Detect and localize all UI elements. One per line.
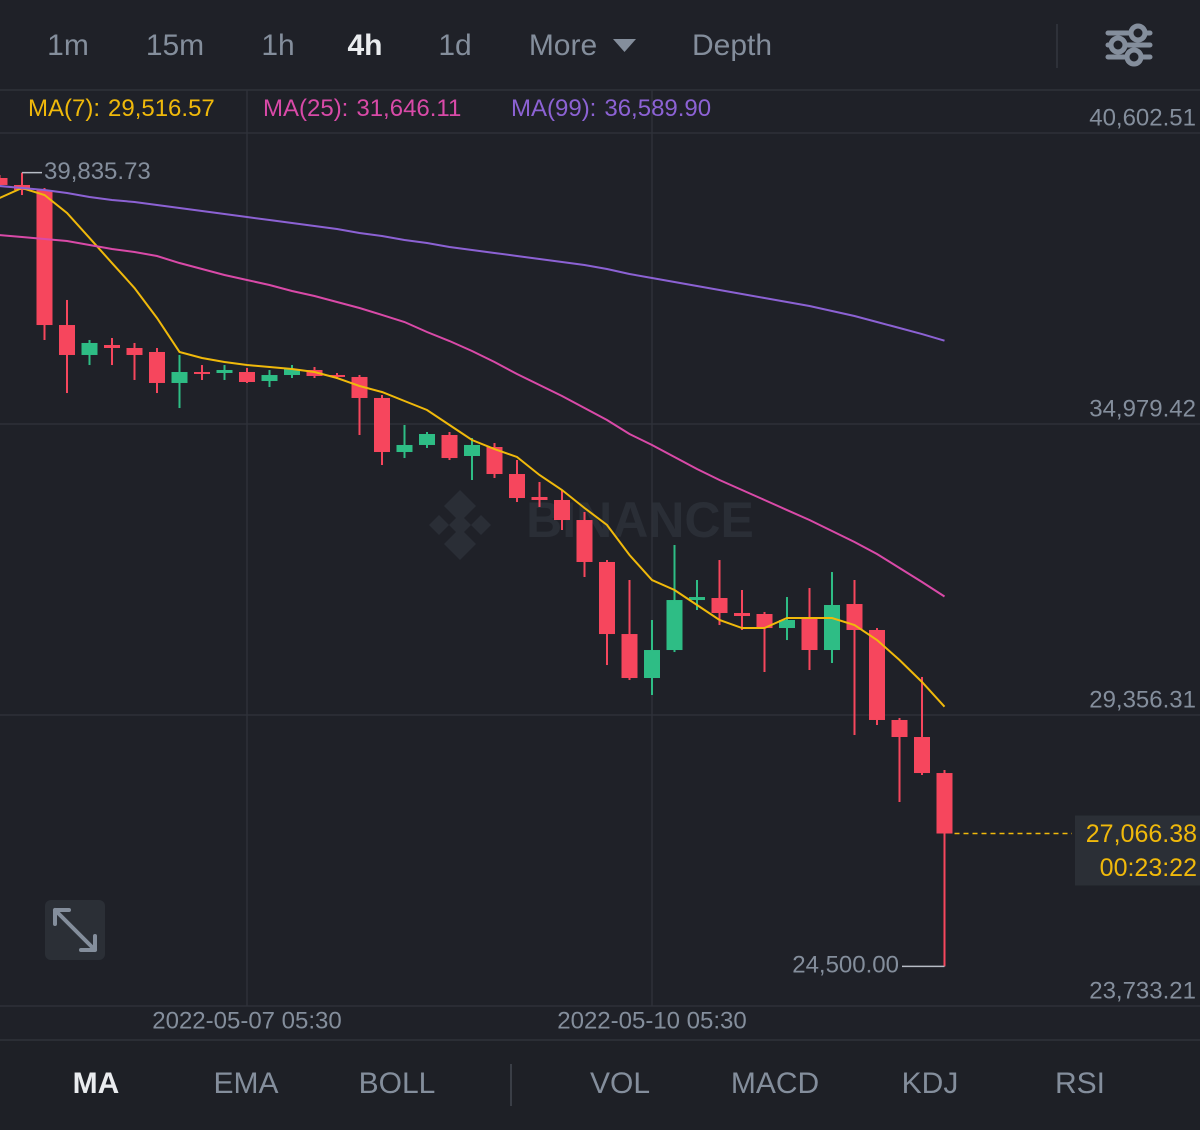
candle-body <box>59 325 75 355</box>
candle-body <box>486 446 503 475</box>
candle-body <box>599 561 615 635</box>
x-tick-label: 2022-05-10 05:30 <box>557 1007 747 1034</box>
candle-body <box>36 190 53 326</box>
indicator-tab[interactable]: VOL <box>590 1067 650 1100</box>
candle-body <box>869 629 885 720</box>
candle-body <box>171 372 188 383</box>
high-label: 39,835.73 <box>44 158 151 185</box>
candle-body <box>419 434 435 445</box>
candle-body <box>351 376 368 398</box>
candle-body <box>531 496 548 500</box>
legend-entry: MA(25): 31,646.11 <box>263 95 461 122</box>
legend-entry: MA(99): 36,589.90 <box>511 95 711 122</box>
last-price-box <box>1075 815 1200 886</box>
plot-area <box>0 172 953 967</box>
candle-body <box>149 351 165 383</box>
indicator-tab[interactable]: BOLL <box>359 1067 436 1100</box>
ma-line <box>0 234 946 598</box>
candle-body <box>711 598 728 614</box>
candle-body <box>734 613 750 617</box>
indicator-bar <box>0 1040 1200 1130</box>
legend-value: 36,589.90 <box>604 95 711 122</box>
candle-body <box>666 600 683 651</box>
candle-body <box>239 372 255 382</box>
candle-body <box>689 597 705 601</box>
candle-body <box>104 344 120 348</box>
candle-body <box>576 520 593 562</box>
y-tick-label: 23,733.21 <box>1089 977 1196 1004</box>
candle-body <box>891 719 908 738</box>
legend-value: 31,646.11 <box>356 95 461 122</box>
candle-body <box>801 617 818 651</box>
indicator-tab[interactable]: RSI <box>1055 1067 1105 1100</box>
legend-entry: MA(7): 29,516.57 <box>28 95 215 122</box>
candle-body <box>396 444 413 453</box>
interval-tab[interactable]: 1m <box>47 29 89 62</box>
y-tick-label: 29,356.31 <box>1089 686 1196 713</box>
candle-body <box>509 474 525 499</box>
watermark-logo <box>429 490 491 560</box>
interval-tab[interactable]: 4h <box>347 29 382 62</box>
candle-body <box>284 369 300 376</box>
indicator-tab[interactable]: KDJ <box>902 1067 959 1100</box>
candle-body <box>554 499 570 521</box>
candle-body <box>779 620 795 629</box>
candle-body <box>81 342 98 355</box>
candle-body <box>329 375 345 377</box>
candle-body <box>0 177 8 185</box>
interval-tab[interactable]: More <box>529 29 597 62</box>
ma-line <box>0 186 946 708</box>
candle-body <box>644 650 660 679</box>
y-tick-label: 34,979.42 <box>1089 395 1196 422</box>
interval-tab[interactable]: Depth <box>692 29 772 62</box>
candle-body <box>374 397 390 453</box>
interval-tab[interactable]: 15m <box>146 29 204 62</box>
candle-body <box>441 434 458 459</box>
indicator-tab[interactable]: MA <box>73 1067 120 1100</box>
low-label: 24,500.00 <box>792 952 899 979</box>
legend-name: MA(25): <box>263 95 348 122</box>
legend-name: MA(99): <box>511 95 596 122</box>
candle-body <box>194 372 210 374</box>
x-tick-label: 2022-05-07 05:30 <box>152 1007 342 1034</box>
interval-tab[interactable]: 1d <box>438 29 471 62</box>
candle-body <box>464 444 480 457</box>
candle-body <box>756 613 773 629</box>
indicator-tab[interactable]: MACD <box>731 1067 819 1100</box>
interval-tab[interactable]: 1h <box>261 29 294 62</box>
candle-body <box>216 369 233 373</box>
candle-body <box>621 634 638 679</box>
expand-button[interactable] <box>45 900 105 960</box>
candle-body <box>914 737 930 774</box>
legend-name: MA(7): <box>28 95 100 122</box>
candle-body <box>824 604 840 651</box>
ma-line <box>0 185 945 342</box>
legend-value: 29,516.57 <box>108 95 215 122</box>
candle-body <box>936 773 953 834</box>
dropdown-arrow <box>613 39 636 52</box>
y-tick-label: 40,602.51 <box>1089 104 1196 131</box>
countdown: 00:23:22 <box>1100 854 1197 882</box>
last-price-label: 27,066.38 <box>1086 820 1197 848</box>
indicator-tab[interactable]: EMA <box>213 1067 278 1100</box>
candle-body <box>126 347 143 355</box>
settings-icon[interactable] <box>1105 23 1153 67</box>
candle-body <box>261 375 278 382</box>
